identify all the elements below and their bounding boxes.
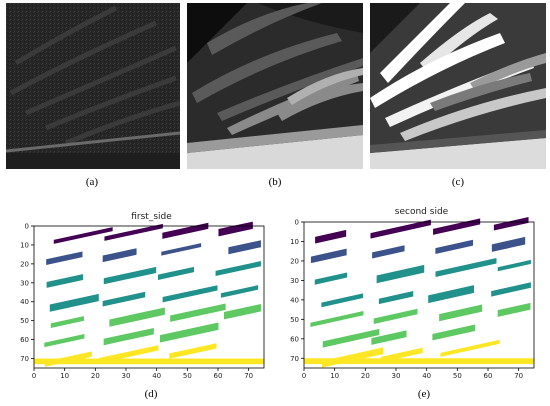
x-tick-label: 10 [330, 372, 339, 380]
segmentation-blobs [34, 221, 264, 367]
blob-region [102, 248, 137, 263]
blob-region [370, 219, 431, 239]
panel-a-image [6, 3, 180, 169]
y-tick-label: 50 [290, 316, 299, 324]
blob-region [161, 243, 202, 256]
blob-region [218, 221, 253, 237]
blob-region [493, 217, 529, 231]
blob-region [315, 229, 347, 244]
y-tick-label: 30 [20, 279, 29, 287]
blob-region [428, 285, 474, 304]
blob-region [103, 327, 154, 346]
y-tick-label: 20 [290, 257, 299, 265]
y-tick-label: 10 [20, 241, 29, 249]
blob-region [373, 308, 418, 325]
x-tick-label: 0 [32, 372, 36, 380]
blob-region [497, 302, 531, 317]
y-tick-label: 50 [20, 317, 29, 325]
blob-region [310, 311, 364, 328]
y-tick-label: 10 [290, 238, 299, 246]
blob-region [109, 307, 165, 327]
blob-region [49, 293, 99, 312]
x-tick-label: 60 [484, 372, 493, 380]
x-tick-label: 30 [392, 372, 401, 380]
y-tick-label: 40 [20, 298, 29, 306]
blob-region [215, 261, 261, 277]
x-tick-label: 20 [91, 372, 100, 380]
blob-region [34, 358, 264, 365]
caption-c: (c) [451, 176, 465, 188]
caption-d: (d) [144, 388, 158, 400]
x-tick-label: 30 [122, 372, 131, 380]
x-tick-label: 70 [244, 372, 253, 380]
blob-region [46, 251, 83, 265]
x-tick-label: 70 [514, 372, 523, 380]
blob-region [432, 324, 475, 341]
blob-region [497, 259, 531, 272]
caption-b: (b) [268, 176, 282, 188]
blob-region [491, 236, 526, 252]
blob-region [157, 266, 194, 280]
blob-region [372, 245, 405, 259]
blob-region [220, 285, 259, 298]
y-tick-label: 60 [290, 335, 299, 343]
plot-e: 0 10 20 30 40 50 60 70 0 10 20 30 40 50 60 70 [290, 217, 535, 380]
y-tick-label: 40 [290, 296, 299, 304]
panel-c-image [370, 3, 546, 169]
blob-region [50, 316, 84, 328]
blob-region [102, 291, 146, 307]
x-tick-label: 50 [183, 372, 192, 380]
plot-d: 0 10 20 30 40 50 60 70 0 10 20 30 40 50 60 70 [20, 221, 265, 380]
blob-region [228, 240, 261, 255]
blob-region [170, 303, 226, 322]
blob-region [162, 285, 218, 303]
x-tick-label: 50 [453, 372, 462, 380]
blob-region [435, 239, 474, 254]
x-tick-label: 0 [302, 372, 306, 380]
x-tick-label: 10 [60, 372, 69, 380]
blob-region [439, 304, 483, 322]
plot-e-title: second side [394, 207, 449, 217]
blob-region [103, 266, 157, 285]
segmentation-blobs [304, 217, 534, 368]
blob-region [314, 272, 348, 285]
blob-region [433, 218, 481, 235]
blob-region [435, 257, 497, 278]
blob-region [223, 303, 261, 320]
blob-region [162, 222, 209, 239]
blob-region [376, 264, 425, 284]
x-tick-label: 40 [422, 372, 431, 380]
blob-region [321, 347, 383, 368]
blob-region [491, 282, 531, 297]
blob-region [310, 248, 347, 264]
y-tick-label: 20 [20, 260, 29, 268]
blob-region [159, 322, 219, 343]
blob-region [322, 328, 380, 348]
blob-region [53, 227, 113, 244]
blob-region [321, 293, 363, 308]
blob-region [104, 223, 163, 241]
caption-a: (a) [85, 176, 99, 188]
blob-region [169, 343, 217, 359]
y-tick-label: 70 [290, 355, 299, 363]
blob-region [378, 291, 414, 305]
x-tick-label: 40 [152, 372, 161, 380]
blob-region [44, 334, 85, 348]
blob-region [440, 339, 500, 357]
y-tick-label: 70 [20, 355, 29, 363]
y-tick-label: 60 [20, 336, 29, 344]
axes-frame [303, 221, 535, 369]
plot-d-title: first_side [131, 212, 172, 222]
y-tick-label: 30 [290, 277, 299, 285]
axes-frame [33, 225, 265, 369]
blob-region [46, 274, 83, 288]
x-tick-label: 20 [361, 372, 370, 380]
x-tick-label: 60 [214, 372, 223, 380]
y-tick-label: 0 [295, 219, 299, 227]
panel-b-image [187, 3, 363, 169]
blob-region [304, 358, 534, 365]
caption-e: (e) [417, 388, 431, 400]
blob-region [371, 330, 407, 345]
y-tick-label: 0 [25, 223, 29, 231]
